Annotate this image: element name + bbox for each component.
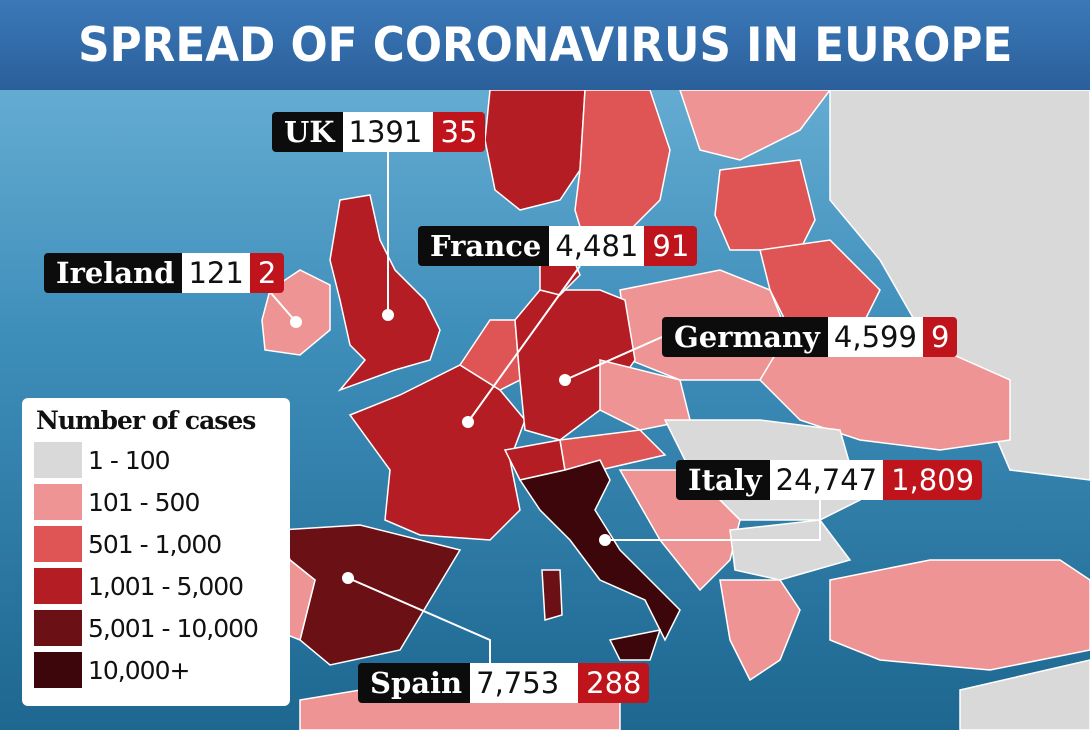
country-turkey — [829, 559, 1090, 671]
country-name: Italy — [676, 460, 770, 500]
marker-germany — [559, 374, 571, 386]
marker-spain — [342, 572, 354, 584]
legend-label: 5,001 - 10,000 — [88, 613, 259, 643]
legend-swatch — [34, 442, 82, 478]
case-count: 1391 — [342, 112, 433, 152]
country-name: Germany — [662, 317, 828, 357]
label-uk: UK 1391 35 — [272, 112, 486, 152]
country-name: Ireland — [44, 253, 183, 293]
legend-item: 5,001 - 10,000 — [34, 607, 290, 649]
death-count: 35 — [432, 112, 486, 152]
legend-item: 1 - 100 — [34, 439, 290, 481]
label-italy: Italy 24,747 1,809 — [676, 460, 983, 500]
leader-ireland — [269, 291, 297, 323]
legend-swatch — [34, 568, 82, 604]
country-france — [348, 364, 526, 541]
label-france: France 4,481 91 — [418, 226, 698, 266]
death-count: 1,809 — [883, 460, 983, 500]
death-count: 9 — [922, 317, 958, 357]
marker-ireland — [290, 316, 302, 328]
legend-swatch — [34, 610, 82, 646]
country-norway — [484, 90, 586, 211]
leader-italy — [605, 500, 821, 541]
europe-map — [261, 90, 1090, 730]
case-count: 7,753 — [470, 663, 579, 703]
label-ireland: Ireland 121 2 — [44, 253, 285, 293]
legend-label: 101 - 500 — [88, 487, 200, 517]
page-title: SPREAD OF CORONAVIRUS IN EUROPE — [77, 17, 1013, 73]
legend-swatch — [34, 652, 82, 688]
country-sardinia — [541, 569, 563, 621]
death-count: 2 — [249, 253, 285, 293]
country-name: UK — [272, 112, 343, 152]
label-spain: Spain 7,753 288 — [358, 663, 650, 703]
legend-item: 1,001 - 5,000 — [34, 565, 290, 607]
country-sicily — [608, 629, 662, 661]
country-uk — [329, 194, 441, 392]
legend-swatch — [34, 484, 82, 520]
marker-italy — [599, 534, 611, 546]
leader-spain — [347, 577, 491, 663]
country-czechia — [599, 359, 691, 431]
case-count: 24,747 — [769, 460, 884, 500]
legend-item: 10,000+ — [34, 649, 290, 691]
leader-france — [467, 265, 581, 423]
country-finland — [679, 90, 831, 161]
death-count: 288 — [578, 663, 650, 703]
country-italy — [518, 459, 681, 642]
death-count: 91 — [644, 226, 698, 266]
marker-france — [462, 416, 474, 428]
case-count: 4,599 — [827, 317, 923, 357]
title-bar: SPREAD OF CORONAVIRUS IN EUROPE — [0, 0, 1090, 90]
label-germany: Germany 4,599 9 — [662, 317, 958, 357]
country-austria — [559, 429, 667, 471]
country-bulgaria — [729, 519, 852, 581]
legend-item: 101 - 500 — [34, 481, 290, 523]
legend-label: 1 - 100 — [88, 445, 171, 475]
country-name: France — [418, 226, 550, 266]
country-baltics — [714, 159, 816, 251]
country-greece — [719, 579, 801, 682]
legend-label: 10,000+ — [88, 655, 190, 685]
legend-label: 1,001 - 5,000 — [88, 571, 244, 601]
legend-swatch — [34, 526, 82, 562]
country-egypt-region — [959, 659, 1090, 730]
marker-uk — [382, 309, 394, 321]
case-count: 4,481 — [549, 226, 645, 266]
leader-germany — [564, 336, 663, 381]
country-name: Spain — [358, 663, 471, 703]
legend-title: Number of cases — [36, 406, 256, 435]
case-count: 121 — [182, 253, 250, 293]
legend: Number of cases 1 - 100 101 - 500 501 - 1,… — [22, 398, 290, 706]
legend-label: 501 - 1,000 — [88, 529, 222, 559]
legend-item: 501 - 1,000 — [34, 523, 290, 565]
